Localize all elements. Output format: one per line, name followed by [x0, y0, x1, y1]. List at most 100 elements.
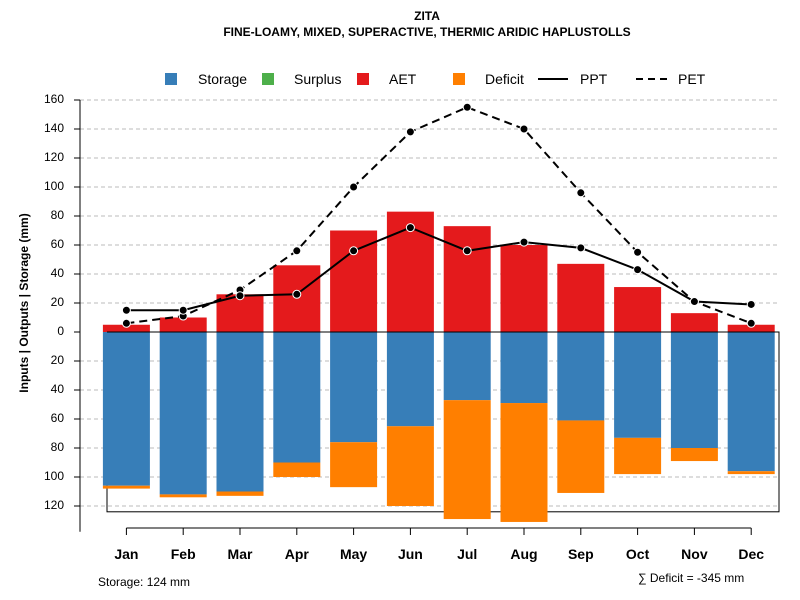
pet-point	[746, 318, 756, 328]
legend-ppt-label: PPT	[580, 71, 608, 87]
ppt-point	[292, 289, 302, 299]
aet-bar	[159, 317, 207, 332]
aet-bar	[500, 245, 548, 332]
chart-title: ZITA	[414, 9, 440, 23]
ppt-point	[349, 246, 359, 256]
deficit-bar	[670, 448, 718, 462]
x-tick-label: Jun	[398, 546, 423, 562]
y-tick-label: 60	[51, 411, 65, 425]
deficit-bar	[500, 403, 548, 522]
y-tick-label: 120	[44, 150, 64, 164]
deficit-bar	[159, 494, 207, 498]
lines	[121, 102, 756, 328]
x-tick-label: Jul	[457, 546, 477, 562]
storage-footnote: Storage: 124 mm	[98, 575, 190, 589]
ppt-line	[126, 226, 752, 312]
pet-point	[292, 246, 302, 256]
y-tick-label: 20	[51, 353, 65, 367]
storage-bar	[727, 332, 775, 472]
legend-aet-label: AET	[389, 71, 417, 87]
pet-point	[121, 318, 131, 328]
legend-deficit-swatch	[453, 73, 465, 85]
pet-point	[405, 127, 415, 137]
deficit-bar	[443, 400, 491, 520]
y-tick-label: 120	[44, 498, 64, 512]
y-tick-label: 0	[57, 324, 64, 338]
deficit-footnote: ∑ Deficit = -345 mm	[638, 571, 744, 585]
ppt-point	[633, 265, 643, 275]
pet-line	[126, 106, 752, 325]
storage-bar	[386, 332, 434, 427]
deficit-bar	[330, 442, 378, 488]
aet-bar	[443, 226, 491, 332]
y-tick-label: 80	[51, 440, 65, 454]
ppt-point	[462, 246, 472, 256]
y-tick-label: 140	[44, 121, 64, 135]
storage-bar	[670, 332, 718, 448]
deficit-bar	[102, 485, 150, 489]
y-tick-label: 60	[51, 237, 65, 251]
deficit-bar	[614, 437, 662, 475]
storage-bar	[330, 332, 378, 443]
chart-subtitle: FINE-LOAMY, MIXED, SUPERACTIVE, THERMIC …	[223, 25, 630, 39]
y-tick-label: 40	[51, 266, 65, 280]
aet-bar	[557, 263, 605, 332]
deficit-bar	[386, 426, 434, 506]
x-tick-label: Sep	[568, 546, 594, 562]
x-tick-label: Dec	[738, 546, 764, 562]
deficit-bar	[557, 420, 605, 493]
storage-bar	[102, 332, 150, 486]
legend-storage-swatch	[165, 73, 177, 85]
pet-point	[633, 247, 643, 257]
aet-bar	[727, 324, 775, 332]
y-axis-label: Inputs | Outputs | Storage (mm)	[17, 213, 31, 392]
legend-surplus-swatch	[262, 73, 274, 85]
deficit-bar	[727, 471, 775, 475]
x-tick-label: Jan	[114, 546, 138, 562]
storage-bar	[159, 332, 207, 495]
ppt-point	[746, 299, 756, 309]
x-tick-label: Aug	[510, 546, 537, 562]
storage-bar	[500, 332, 548, 404]
ppt-point	[178, 305, 188, 315]
pet-point	[349, 182, 359, 192]
storage-bar	[216, 332, 264, 492]
x-tick-label: Oct	[626, 546, 650, 562]
legend-aet-swatch	[357, 73, 369, 85]
legend-deficit-label: Deficit	[485, 71, 524, 87]
aet-bar	[614, 287, 662, 332]
x-tick-label: May	[340, 546, 367, 562]
y-tick-label: 160	[44, 92, 64, 106]
aet-bar	[102, 324, 150, 332]
x-tick-label: Mar	[228, 546, 253, 562]
ppt-point	[519, 237, 529, 247]
x-tick-label: Feb	[171, 546, 196, 562]
y-tick-label: 100	[44, 469, 64, 483]
storage-bar	[273, 332, 321, 463]
legend-surplus-label: Surplus	[294, 71, 341, 87]
pet-point	[519, 124, 529, 134]
bars	[102, 211, 775, 522]
x-tick-label: Apr	[285, 546, 310, 562]
deficit-bar	[216, 491, 264, 496]
storage-bar	[443, 332, 491, 401]
legend-storage-label: Storage	[198, 71, 247, 87]
storage-bar	[614, 332, 662, 438]
ppt-point	[405, 223, 415, 233]
axes: 0 20 40 60 80 100 120 140 160 20 40 60 80 100 120 Jan Fe…	[44, 92, 779, 562]
x-tick-label: Nov	[681, 546, 708, 562]
deficit-bar	[273, 462, 321, 477]
ppt-point	[235, 291, 245, 301]
storage-bar	[557, 332, 605, 421]
pet-point	[576, 188, 586, 198]
aet-bar	[330, 230, 378, 332]
legend-pet-label: PET	[678, 71, 706, 87]
ppt-point	[121, 305, 131, 315]
ppt-point	[689, 297, 699, 307]
y-tick-label: 20	[51, 295, 65, 309]
y-tick-label: 40	[51, 382, 65, 396]
legend: Storage Surplus AET Deficit PPT PET	[165, 71, 706, 87]
pet-point	[462, 102, 472, 112]
y-tick-label: 80	[51, 208, 65, 222]
